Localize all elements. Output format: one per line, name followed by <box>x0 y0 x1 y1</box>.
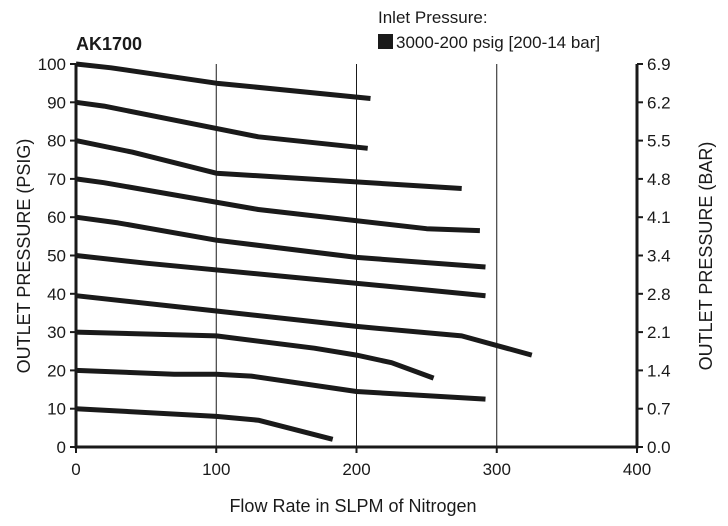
series-line-2 <box>75 99 368 151</box>
y2-axis-title: OUTLET PRESSURE (BAR) <box>696 142 716 371</box>
legend-entry-label: 3000-200 psig [200-14 bar] <box>396 33 600 52</box>
curve-layer <box>75 61 533 442</box>
y-tick-label: 30 <box>47 323 66 342</box>
y-tick-label: 40 <box>47 285 66 304</box>
y2-tick-label: 1.4 <box>647 361 671 380</box>
x-tick-label: 300 <box>483 460 511 479</box>
y-tick-label: 0 <box>57 438 66 457</box>
legend-title: Inlet Pressure: <box>378 8 488 27</box>
y2-tick-label: 4.8 <box>647 170 671 189</box>
series-line-9 <box>75 367 486 402</box>
y2-tick-label: 0.0 <box>647 438 671 457</box>
y-tick-label: 20 <box>47 361 66 380</box>
y-tick-label: 70 <box>47 170 66 189</box>
series-line-5 <box>75 214 486 270</box>
y2-tick-label: 3.4 <box>647 247 671 266</box>
series-line-10 <box>75 406 334 442</box>
y2-tick-label: 5.5 <box>647 132 671 151</box>
y-tick-label: 60 <box>47 208 66 227</box>
x-axis-title: Flow Rate in SLPM of Nitrogen <box>229 496 476 516</box>
chart-title: AK1700 <box>76 34 142 54</box>
y-tick-label: 10 <box>47 400 66 419</box>
x-tick-label: 400 <box>623 460 651 479</box>
y-axis-title: OUTLET PRESSURE (PSIG) <box>14 139 34 374</box>
y-tick-label: 80 <box>47 132 66 151</box>
series-line-3 <box>75 138 462 191</box>
y-tick-label: 90 <box>47 93 66 112</box>
series-line-4 <box>75 176 480 234</box>
y2-tick-label: 0.7 <box>647 400 671 419</box>
x-tick-label: 200 <box>342 460 370 479</box>
series-line-1 <box>75 61 371 101</box>
axis-layer: 0 10 20 30 40 50 60 70 80 90 100 0.0 0.7 1.4 2.1 2.8 3.4… <box>38 55 671 479</box>
series-line-6 <box>75 253 486 299</box>
y2-tick-label: 6.2 <box>647 93 671 112</box>
series-line-8 <box>75 329 435 381</box>
y2-tick-label: 2.1 <box>647 323 671 342</box>
legend-swatch <box>378 34 393 49</box>
x-tick-label: 0 <box>71 460 80 479</box>
x-tick-label: 100 <box>202 460 230 479</box>
y2-tick-label: 4.1 <box>647 208 671 227</box>
y2-tick-label: 6.9 <box>647 55 671 74</box>
y2-tick-label: 2.8 <box>647 285 671 304</box>
series-line-7 <box>75 293 533 358</box>
y-tick-label: 100 <box>38 55 66 74</box>
y-tick-label: 50 <box>47 247 66 266</box>
